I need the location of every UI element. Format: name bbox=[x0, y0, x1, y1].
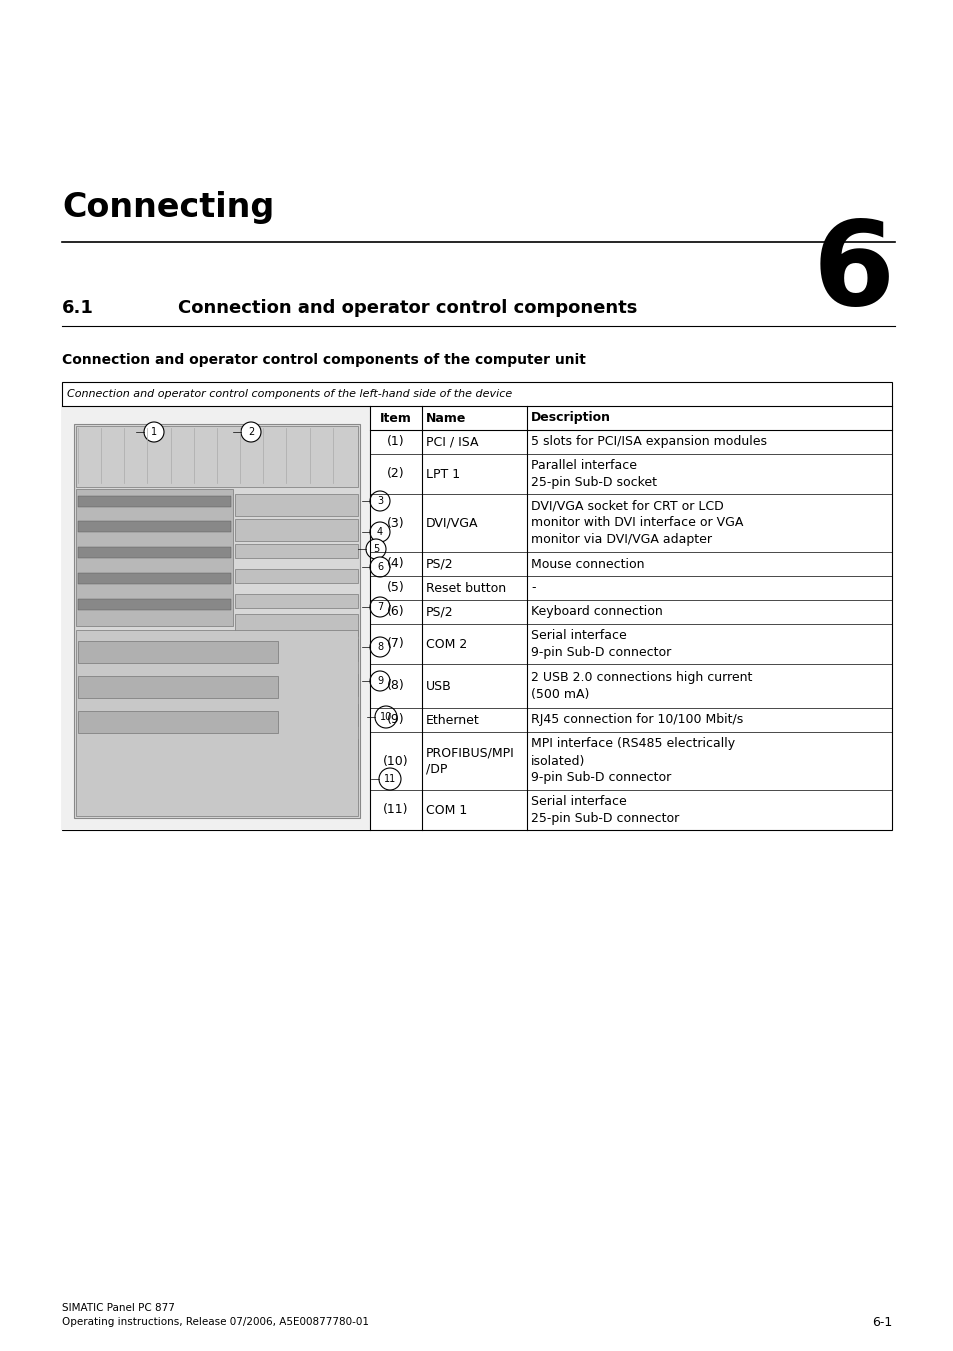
Bar bbox=[78, 521, 231, 532]
Circle shape bbox=[375, 707, 396, 728]
Text: Connection and operator control components: Connection and operator control componen… bbox=[178, 299, 637, 317]
Text: 9: 9 bbox=[376, 676, 383, 686]
Text: Item: Item bbox=[379, 412, 412, 424]
Circle shape bbox=[241, 422, 261, 442]
Bar bbox=[78, 547, 231, 558]
Bar bbox=[78, 496, 231, 507]
Text: 6.1: 6.1 bbox=[62, 299, 93, 317]
Text: 1: 1 bbox=[151, 427, 157, 436]
Bar bbox=[234, 704, 357, 725]
Text: 6: 6 bbox=[812, 215, 894, 330]
Text: (8): (8) bbox=[387, 680, 404, 693]
Text: Connecting: Connecting bbox=[62, 192, 274, 224]
Text: MPI interface (RS485 electrically
isolated)
9-pin Sub-D connector: MPI interface (RS485 electrically isolat… bbox=[531, 738, 735, 785]
Text: PCI / ISA: PCI / ISA bbox=[426, 435, 478, 449]
Bar bbox=[76, 489, 233, 626]
Text: 2: 2 bbox=[248, 427, 253, 436]
Circle shape bbox=[378, 767, 400, 790]
Text: 2 USB 2.0 connections high current
(500 mA): 2 USB 2.0 connections high current (500 … bbox=[531, 671, 752, 701]
Bar bbox=[234, 739, 357, 769]
Text: (7): (7) bbox=[387, 638, 404, 650]
Text: (2): (2) bbox=[387, 467, 404, 481]
Text: (11): (11) bbox=[383, 804, 408, 816]
Text: 10: 10 bbox=[379, 712, 392, 721]
Bar bbox=[234, 613, 357, 636]
Text: 8: 8 bbox=[376, 642, 383, 653]
Circle shape bbox=[370, 638, 390, 657]
Text: (5): (5) bbox=[387, 581, 404, 594]
Text: (9): (9) bbox=[387, 713, 404, 727]
Text: RJ45 connection for 10/100 Mbit/s: RJ45 connection for 10/100 Mbit/s bbox=[531, 713, 742, 727]
Text: SIMATIC Panel PC 877: SIMATIC Panel PC 877 bbox=[62, 1302, 174, 1313]
Bar bbox=[234, 544, 357, 558]
Text: DVI/VGA socket for CRT or LCD
monitor with DVI interface or VGA
monitor via DVI/: DVI/VGA socket for CRT or LCD monitor wi… bbox=[531, 500, 742, 547]
Text: DVI/VGA: DVI/VGA bbox=[426, 516, 478, 530]
Text: Mouse connection: Mouse connection bbox=[531, 558, 644, 570]
Text: PS/2: PS/2 bbox=[426, 605, 453, 619]
Bar bbox=[234, 519, 357, 540]
Bar bbox=[78, 573, 231, 584]
Text: (1): (1) bbox=[387, 435, 404, 449]
Text: 6: 6 bbox=[376, 562, 383, 571]
Text: (4): (4) bbox=[387, 558, 404, 570]
Text: Operating instructions, Release 07/2006, A5E00877780-01: Operating instructions, Release 07/2006,… bbox=[62, 1317, 369, 1327]
Bar bbox=[76, 426, 357, 486]
Text: Name: Name bbox=[426, 412, 466, 424]
Bar bbox=[234, 639, 357, 661]
Text: 5 slots for PCI/ISA expansion modules: 5 slots for PCI/ISA expansion modules bbox=[531, 435, 766, 449]
Text: 6-1: 6-1 bbox=[871, 1316, 891, 1328]
Circle shape bbox=[370, 521, 390, 542]
Text: (6): (6) bbox=[387, 605, 404, 619]
Bar bbox=[234, 569, 357, 584]
Text: USB: USB bbox=[426, 680, 452, 693]
Text: Keyboard connection: Keyboard connection bbox=[531, 605, 662, 619]
Text: LPT 1: LPT 1 bbox=[426, 467, 459, 481]
Text: 5: 5 bbox=[373, 544, 378, 554]
Text: 3: 3 bbox=[376, 496, 383, 507]
Bar bbox=[62, 382, 891, 830]
Bar bbox=[234, 594, 357, 608]
Text: COM 2: COM 2 bbox=[426, 638, 467, 650]
Text: 4: 4 bbox=[376, 527, 383, 536]
Bar bbox=[234, 494, 357, 516]
Text: (10): (10) bbox=[383, 754, 409, 767]
Text: -: - bbox=[531, 581, 535, 594]
Circle shape bbox=[370, 671, 390, 690]
Text: Parallel interface
25-pin Sub-D socket: Parallel interface 25-pin Sub-D socket bbox=[531, 459, 657, 489]
Text: Connection and operator control components of the left-hand side of the device: Connection and operator control componen… bbox=[67, 389, 512, 399]
Text: (3): (3) bbox=[387, 516, 404, 530]
Text: 11: 11 bbox=[383, 774, 395, 784]
Text: Reset button: Reset button bbox=[426, 581, 506, 594]
Text: COM 1: COM 1 bbox=[426, 804, 467, 816]
Bar bbox=[78, 640, 277, 663]
Bar bbox=[76, 630, 357, 816]
Text: Ethernet: Ethernet bbox=[426, 713, 479, 727]
Text: Serial interface
9-pin Sub-D connector: Serial interface 9-pin Sub-D connector bbox=[531, 630, 671, 659]
Circle shape bbox=[366, 539, 386, 559]
Text: Connection and operator control components of the computer unit: Connection and operator control componen… bbox=[62, 353, 585, 367]
Text: Serial interface
25-pin Sub-D connector: Serial interface 25-pin Sub-D connector bbox=[531, 794, 679, 825]
Bar bbox=[62, 407, 370, 830]
Text: Description: Description bbox=[531, 412, 610, 424]
Text: PROFIBUS/MPI
/DP: PROFIBUS/MPI /DP bbox=[426, 746, 515, 775]
Text: PS/2: PS/2 bbox=[426, 558, 453, 570]
Text: 7: 7 bbox=[376, 603, 383, 612]
Bar bbox=[78, 711, 277, 734]
Circle shape bbox=[144, 422, 164, 442]
Circle shape bbox=[370, 557, 390, 577]
Circle shape bbox=[370, 490, 390, 511]
Bar bbox=[78, 676, 277, 698]
Bar bbox=[234, 674, 357, 696]
Bar bbox=[74, 424, 359, 817]
Bar bbox=[78, 598, 231, 611]
Circle shape bbox=[370, 597, 390, 617]
